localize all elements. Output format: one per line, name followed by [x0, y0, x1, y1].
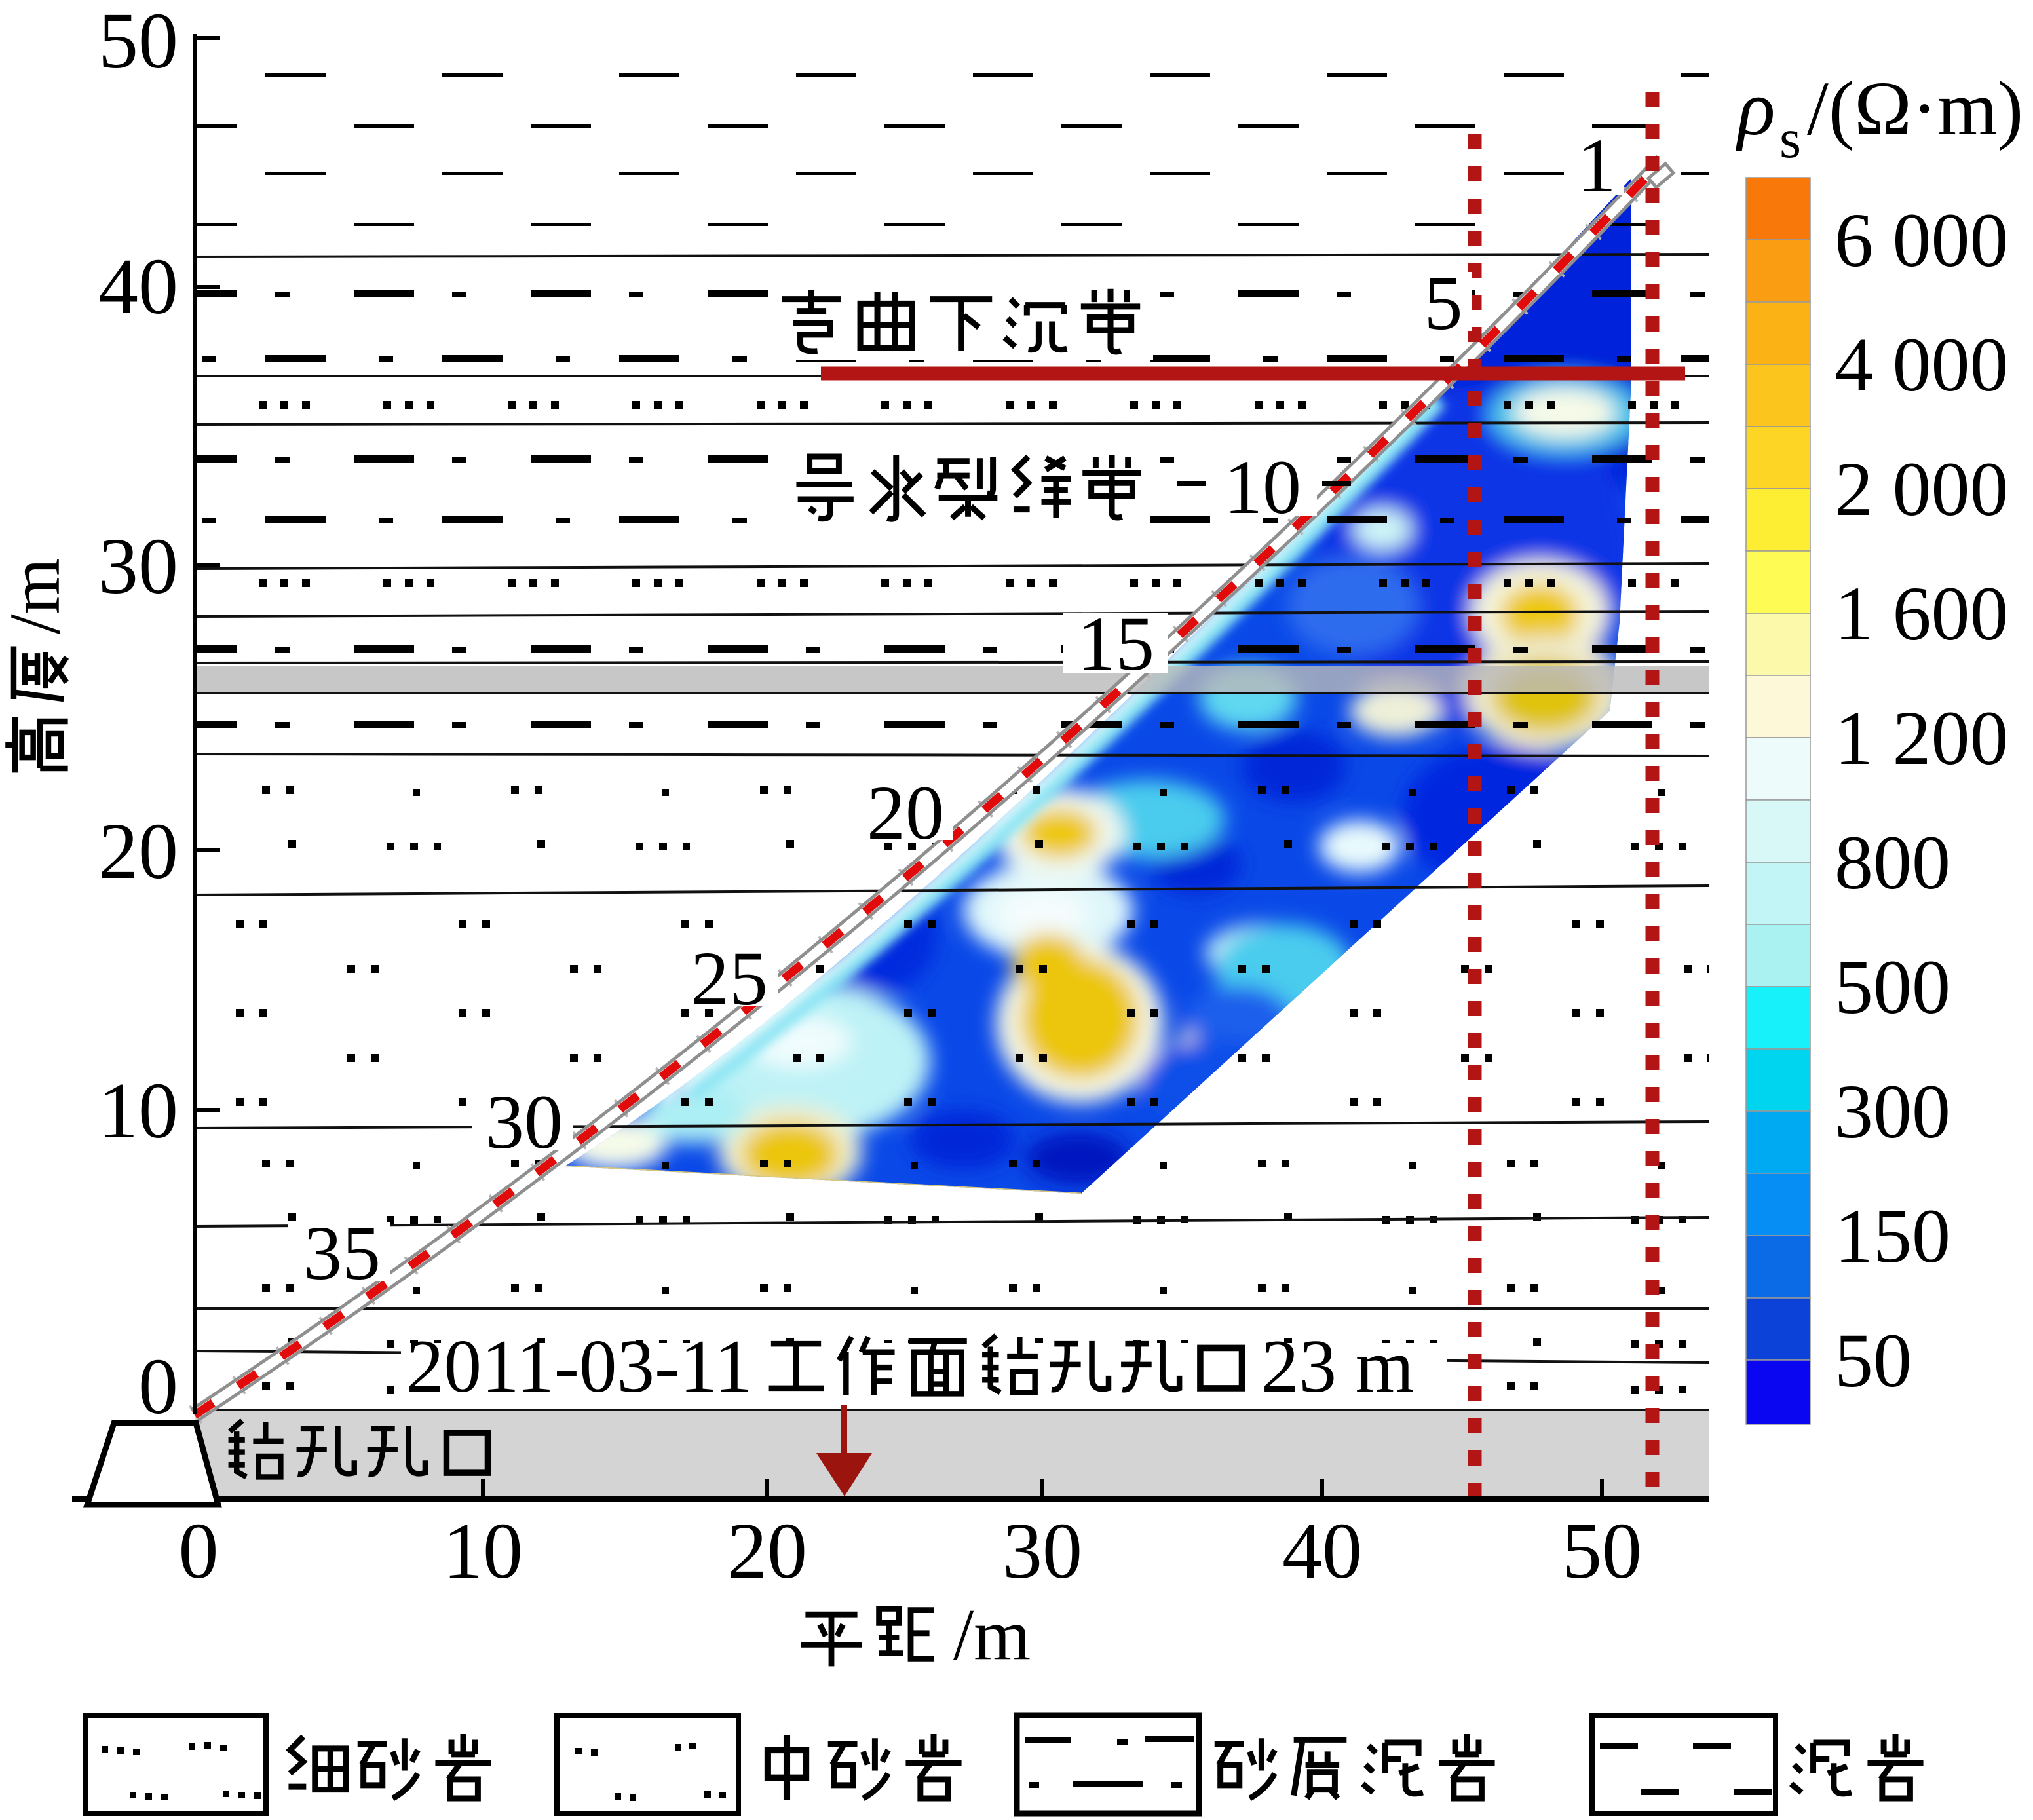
svg-text:35: 35 — [303, 1210, 381, 1296]
svg-text:/(Ω·m): /(Ω·m) — [1807, 66, 2023, 151]
svg-text:2011-03-11: 2011-03-11 — [406, 1325, 752, 1408]
svg-text:s: s — [1779, 108, 1801, 170]
svg-text:1 600: 1 600 — [1834, 571, 2009, 656]
svg-text:5: 5 — [1424, 260, 1463, 346]
svg-text:0: 0 — [138, 1342, 178, 1431]
svg-text:/m: /m — [0, 558, 75, 634]
svg-text:10: 10 — [98, 1067, 178, 1155]
svg-text:20: 20 — [727, 1507, 807, 1595]
svg-text:50: 50 — [1562, 1507, 1642, 1595]
svg-text:1: 1 — [1578, 123, 1616, 208]
svg-text:1 200: 1 200 — [1834, 695, 2009, 781]
svg-text:500: 500 — [1834, 944, 1950, 1030]
svg-text:30: 30 — [485, 1079, 563, 1165]
svg-text:40: 40 — [1282, 1507, 1362, 1595]
svg-text:20: 20 — [98, 807, 178, 896]
svg-text:4 000: 4 000 — [1834, 322, 2009, 408]
svg-text:20: 20 — [867, 770, 944, 856]
svg-text:/m: /m — [953, 1595, 1031, 1676]
svg-text:23 m: 23 m — [1261, 1325, 1414, 1408]
svg-text:50: 50 — [98, 0, 178, 85]
svg-text:40: 40 — [98, 242, 178, 331]
svg-text:150: 150 — [1834, 1193, 1950, 1279]
svg-text:ρ: ρ — [1735, 64, 1776, 151]
svg-text:800: 800 — [1834, 820, 1950, 905]
svg-text:30: 30 — [1002, 1507, 1082, 1595]
svg-text:0: 0 — [179, 1507, 219, 1595]
svg-text:300: 300 — [1834, 1069, 1950, 1154]
svg-text:10: 10 — [1224, 444, 1301, 530]
svg-text:2 000: 2 000 — [1834, 446, 2009, 532]
svg-text:25: 25 — [691, 936, 768, 1021]
svg-text:6 000: 6 000 — [1834, 197, 2009, 283]
svg-text:10: 10 — [443, 1507, 523, 1595]
svg-text:50: 50 — [1834, 1318, 1912, 1403]
svg-text:15: 15 — [1077, 601, 1154, 687]
svg-text:30: 30 — [98, 522, 178, 611]
